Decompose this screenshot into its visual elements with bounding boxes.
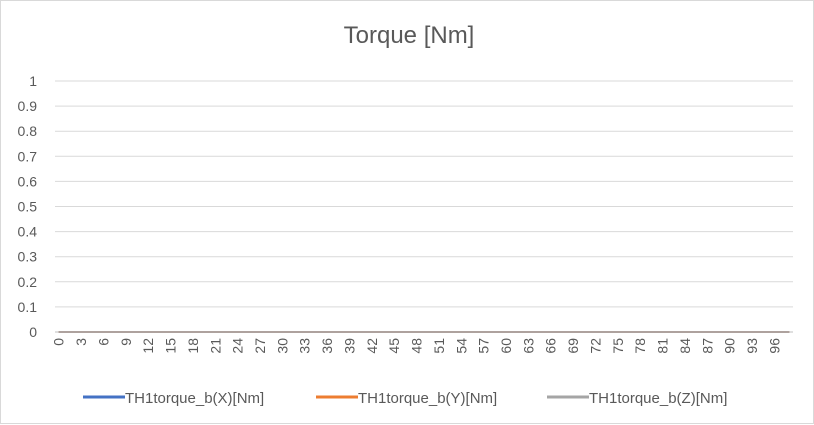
x-tick-label: 84 [677,338,693,354]
x-tick-label: 63 [520,338,536,354]
x-tick-label: 78 [632,338,648,354]
x-tick-label: 96 [766,338,782,354]
legend-entry: TH1torque_b(X)[Nm] [125,390,264,407]
x-tick-label: 66 [543,338,559,354]
x-tick-label: 81 [655,338,671,354]
x-tick-label: 87 [699,338,715,354]
y-tick-label: 0.2 [18,274,38,290]
chart-title: Torque [Nm] [344,22,475,49]
x-tick-label: 60 [498,338,514,354]
x-tick-label: 54 [453,338,469,354]
y-tick-label: 0.1 [18,299,38,315]
x-tick-label: 30 [274,338,290,354]
x-tick-label: 75 [610,338,626,354]
y-tick-label: 0.6 [18,173,38,189]
y-tick-label: 0.7 [18,148,38,164]
x-tick-label: 36 [319,338,335,354]
x-tick-label: 93 [744,338,760,354]
y-tick-label: 0.8 [18,123,38,139]
x-tick-label: 33 [297,338,313,354]
x-tick-label: 21 [207,338,223,354]
y-tick-label: 0.3 [18,249,38,265]
y-tick-label: 1 [29,73,37,89]
x-tick-label: 45 [386,338,402,354]
x-tick-label: 69 [565,338,581,354]
x-tick-label: 48 [409,338,425,354]
y-tick-label: 0 [29,324,37,340]
x-tick-label: 3 [73,338,89,346]
x-tick-label: 42 [364,338,380,354]
legend-entry: TH1torque_b(Y)[Nm] [358,390,497,407]
x-tick-label: 9 [118,338,134,346]
x-tick-label: 51 [431,338,447,354]
x-tick-label: 27 [252,338,268,354]
x-tick-labels: 0 3 6 9 12 15 18 21 24 27 30 33 36 39 42 45 48 51 54 57 60 63… [51,338,783,354]
x-tick-label: 15 [163,338,179,354]
grid-lines [55,80,793,308]
y-tick-labels: 0 0.1 0.2 0.3 0.4 0.5 0.6 0.7 0.8 0.9 1 [18,73,38,340]
x-tick-label: 12 [140,338,156,354]
x-tick-label: 39 [341,338,357,354]
x-tick-label: 0 [51,338,67,346]
x-tick-label: 90 [722,338,738,354]
y-tick-label: 0.9 [18,98,38,114]
y-tick-label: 0.5 [18,199,38,215]
legend: TH1torque_b(X)[Nm] TH1torque_b(Y)[Nm] TH1t… [83,390,727,407]
x-tick-label: 6 [95,338,111,346]
x-tick-label: 57 [476,338,492,354]
y-tick-label: 0.4 [18,224,38,240]
x-tick-label: 72 [587,338,603,354]
legend-entry: TH1torque_b(Z)[Nm] [589,390,727,407]
x-tick-label: 18 [185,338,201,354]
x-tick-label: 24 [230,338,246,354]
